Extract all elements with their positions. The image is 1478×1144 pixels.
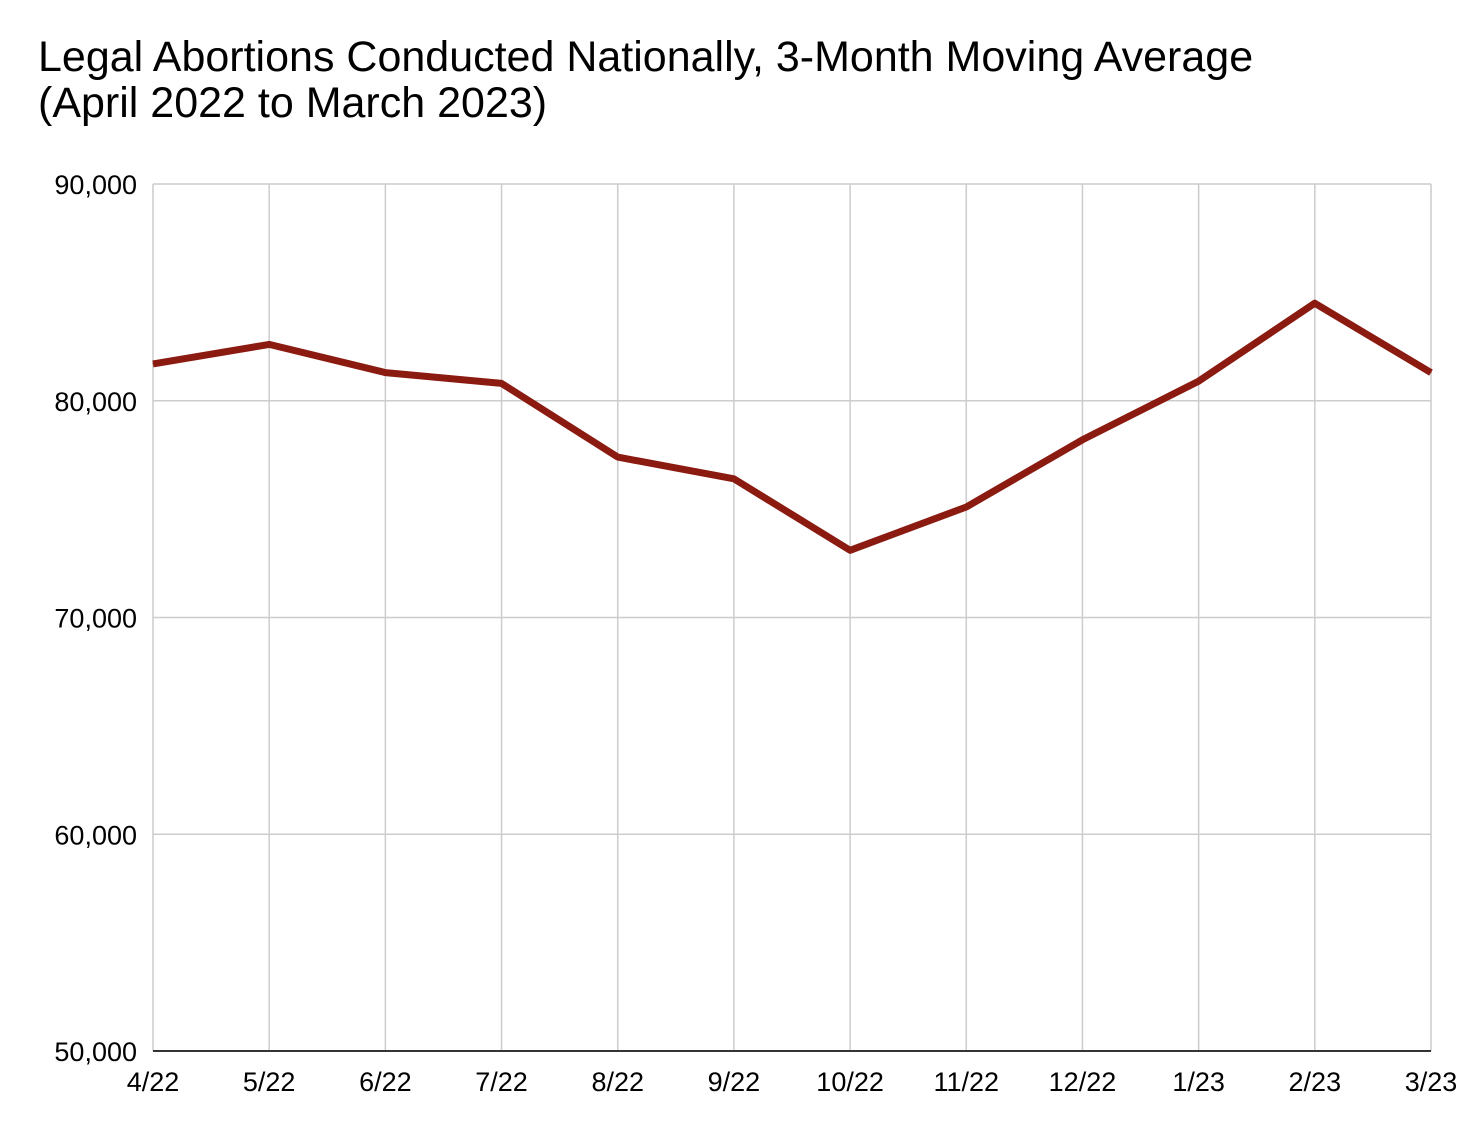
chart-title-line: Legal Abortions Conducted Nationally, 3-… <box>38 33 1254 81</box>
x-tick-label: 2/23 <box>1289 1067 1342 1097</box>
x-tick-label: 1/23 <box>1172 1067 1225 1097</box>
y-tick-label: 70,000 <box>54 604 137 634</box>
x-tick-label: 7/22 <box>475 1067 528 1097</box>
x-tick-label: 10/22 <box>816 1067 884 1097</box>
x-tick-label: 3/23 <box>1405 1067 1458 1097</box>
data-point <box>268 343 270 345</box>
data-point <box>1198 380 1200 382</box>
series-layer <box>152 299 1433 554</box>
data-point <box>965 506 967 508</box>
x-tick-label: 6/22 <box>359 1067 412 1097</box>
y-tick-label: 90,000 <box>54 170 137 200</box>
data-point <box>384 372 386 374</box>
x-tick-label: 9/22 <box>708 1067 761 1097</box>
gridlines <box>152 183 1432 1052</box>
data-point <box>152 363 154 365</box>
x-tick-label: 8/22 <box>591 1067 644 1097</box>
data-point <box>1314 302 1316 304</box>
data-point <box>617 456 619 458</box>
chart-subtitle: (April 2022 to March 2023) <box>38 79 548 127</box>
x-tick-label: 4/22 <box>127 1067 180 1097</box>
y-tick-label: 50,000 <box>54 1037 137 1067</box>
data-point <box>1430 372 1432 374</box>
chart-title: Legal Abortions Conducted Nationally, 3-… <box>38 34 1253 126</box>
x-axis-ticks: 4/22 5/22 6/22 7/22 8/22 9/22 10/22 11/22 12/22 1… <box>127 1067 1458 1097</box>
y-axis-ticks: 50,000 60,000 70,000 80,000 90,000 <box>54 170 137 1067</box>
x-tick-label: 11/22 <box>933 1067 999 1097</box>
data-point <box>501 382 503 384</box>
data-point <box>1081 439 1083 441</box>
data-point <box>733 478 735 480</box>
x-tick-label: 12/22 <box>1049 1067 1117 1097</box>
y-tick-label: 80,000 <box>54 387 137 417</box>
series-line-0 <box>152 299 1433 554</box>
data-point <box>849 549 851 551</box>
x-tick-label: 5/22 <box>243 1067 296 1097</box>
y-tick-label: 60,000 <box>54 820 137 850</box>
